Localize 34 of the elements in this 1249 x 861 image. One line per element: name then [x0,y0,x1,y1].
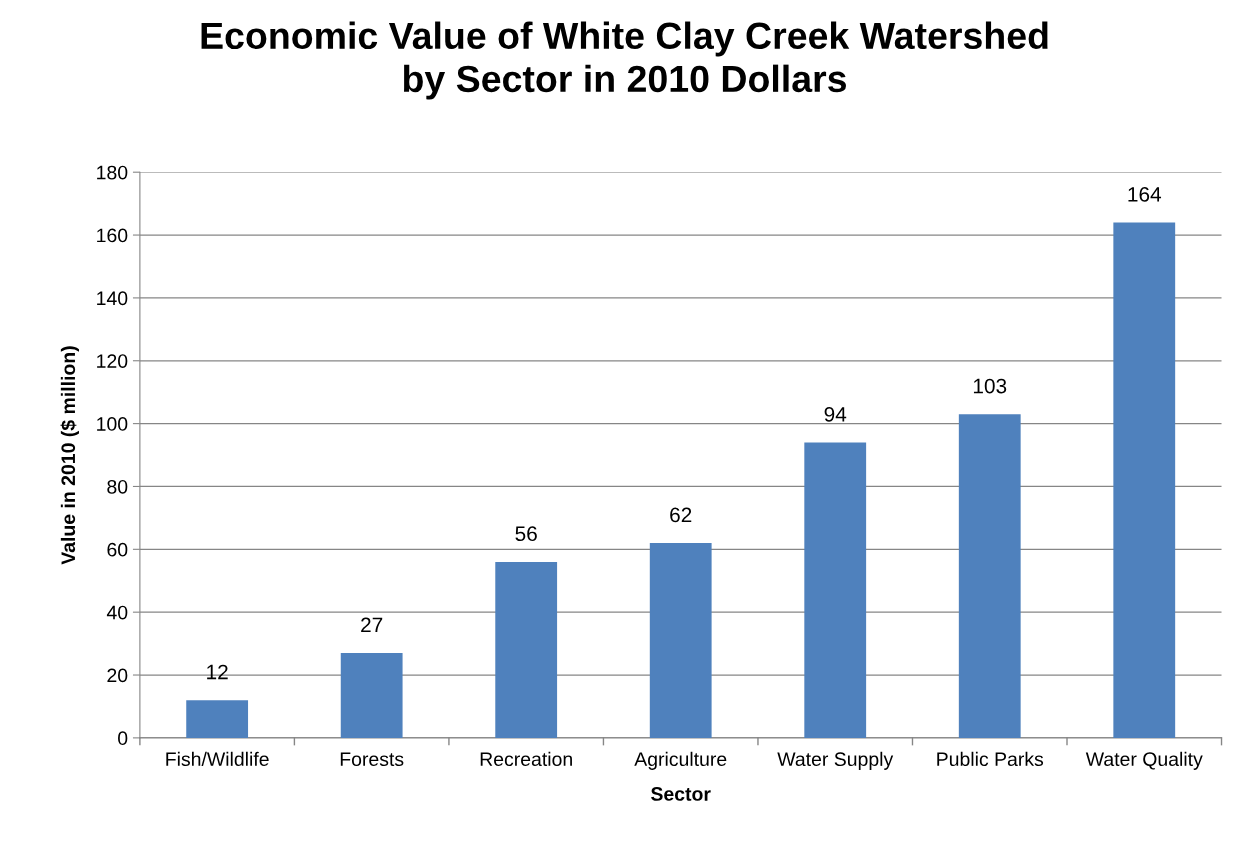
bar [958,414,1021,738]
y-tick-label: 100 [97,417,128,431]
y-tick-label: 40 [106,605,128,620]
y-tick-label: 60 [107,542,128,557]
x-tick-label: Recreation [480,751,572,767]
bar [340,653,403,738]
data-label: 62 [670,507,692,523]
x-tick-label: Agriculture [634,751,727,770]
bar [649,543,712,738]
bar [495,561,558,738]
y-tick-label: 140 [97,291,128,306]
bar [186,700,249,738]
data-label: 103 [973,378,1007,394]
y-tick-label: 180 [97,165,128,180]
x-axis-title: Sector [651,787,711,801]
y-tick-label: 80 [107,479,128,494]
bar [1113,222,1176,738]
x-tick-label: Water Quality [1085,751,1203,770]
y-tick-label: 160 [97,228,128,243]
data-label: 12 [207,664,228,680]
x-tick-label: Fish/Wildlife [166,751,269,767]
data-label: 56 [515,526,537,542]
data-label: 94 [824,406,847,422]
x-tick-label: Forests [340,752,404,767]
chart-title: Economic Value of White Clay Creek Watershed by Sector in 2010 Dollars [201,21,1048,100]
y-tick-label: 120 [97,354,128,368]
data-label: 164 [1128,186,1162,202]
y-tick-label: 20 [107,668,128,683]
x-tick-label: Public Parks [937,751,1044,767]
x-tick-label: Water Supply [777,751,894,770]
bar [804,442,867,738]
data-label: 27 [361,617,383,633]
y-axis-title: Value in 2010 ($ million) [60,346,79,565]
y-tick-label: 0 [118,731,128,746]
